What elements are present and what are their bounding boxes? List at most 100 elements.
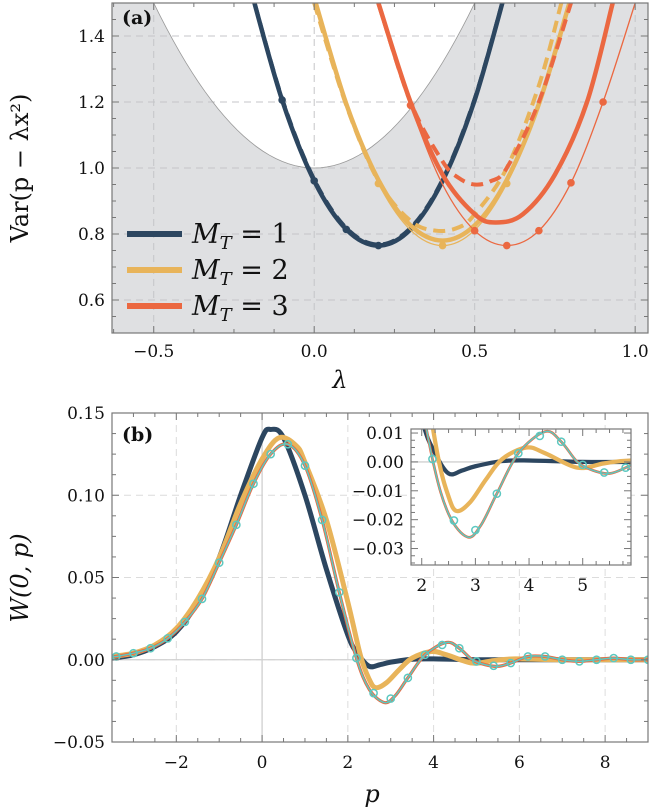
panel-b-x-axis-label: p: [364, 780, 379, 807]
data-point-teal: [506, 658, 516, 668]
legend-label: MT = 1: [191, 219, 289, 254]
legend-label-subscript: T: [220, 269, 234, 290]
legend-label-value: = 2: [232, 255, 289, 286]
panel-b-y-tick-label: 0.10: [67, 486, 105, 506]
data-point-teal: [317, 515, 327, 525]
inset-plot-area: [150, 340, 650, 539]
data-point-teal: [163, 634, 173, 643]
data-point-mt3: [502, 241, 511, 250]
panel-a-x-axis-label: λ: [331, 366, 347, 394]
inset-x-tick-label: 5: [577, 576, 588, 596]
data-point-teal: [492, 489, 502, 499]
panel-a-plot-area: [112, 3, 648, 333]
inset-y-tick-label: −0.02: [352, 511, 404, 531]
data-point-teal: [386, 694, 396, 703]
data-point-teal: [643, 453, 650, 460]
data-point-mt2: [438, 241, 447, 250]
series-mt2: [112, 434, 648, 691]
legend-label-symbol: M: [191, 219, 221, 250]
legend-label: MT = 3: [191, 291, 289, 326]
data-point-mt3: [535, 226, 543, 235]
panel-a-x-tick-label: 1.0: [622, 342, 649, 362]
data-point-teal: [214, 392, 221, 399]
legend: MT = 1MT = 2MT = 3: [127, 219, 289, 326]
panel-b: −2 0 2 4 6 8 −0.05 0.00 0.05 0.10 0.15: [53, 404, 649, 773]
panel-a-y-tick-label: 0.6: [78, 291, 105, 311]
unshaded-region: [153, 3, 475, 168]
data-point-teal: [129, 648, 138, 658]
data-point-teal: [489, 661, 498, 671]
panel-a-x-tick-label: 0.5: [461, 342, 488, 362]
panel-b-x-tick-label: 6: [514, 753, 525, 773]
data-point-teal: [146, 643, 155, 653]
panel-a-x-tick-label: −0.5: [133, 342, 174, 362]
legend-label-subscript: T: [220, 233, 234, 254]
legend-item: MT = 1: [127, 219, 289, 254]
data-point-teal: [334, 587, 344, 597]
data-point-mt1: [342, 225, 351, 234]
data-point-teal: [214, 558, 224, 568]
data-point-teal: [428, 454, 437, 464]
legend-label-subscript: T: [220, 305, 234, 326]
data-point-teal: [266, 449, 276, 459]
data-point-teal: [513, 448, 523, 458]
legend-label-symbol: M: [191, 291, 221, 322]
legend-label-symbol: M: [191, 255, 221, 286]
data-point-mt1: [310, 177, 319, 185]
panel-b-label: (b): [122, 424, 153, 446]
inset-x-tick-label: 4: [524, 576, 535, 596]
inset-y-tick-label: −0.01: [352, 482, 404, 502]
panel-b-x-tick-label: 4: [428, 753, 439, 773]
data-point-teal: [575, 657, 584, 666]
data-point-teal: [197, 594, 207, 604]
data-point-teal: [523, 652, 533, 661]
panel-b-x-tick-label: −2: [164, 753, 189, 773]
panel-b-y-tick-label: 0.15: [67, 404, 105, 424]
data-point-teal: [454, 643, 464, 653]
data-point-teal: [369, 688, 378, 698]
panel-a-y-tick-label: 1.0: [78, 159, 105, 179]
series-teal: [425, 429, 631, 539]
data-point-mt2: [502, 179, 511, 188]
data-point-teal: [621, 463, 630, 473]
panel-b-x-tick-label: 2: [342, 753, 353, 773]
data-point-teal: [407, 340, 414, 347]
panel-b-y-tick-label: 0.05: [67, 569, 105, 589]
data-point-teal: [249, 479, 258, 489]
data-point-teal: [352, 653, 361, 663]
data-point-teal: [556, 437, 566, 447]
panel-a: −0.5 0.0 0.5 1.0 0.6 0.8 1.0 1.2 1.4: [78, 2, 649, 362]
series-mt3-thick: [376, 3, 615, 225]
data-point-mt1: [374, 241, 383, 250]
data-point-teal: [171, 438, 178, 445]
data-point-teal: [599, 468, 609, 477]
panel-b-y-tick-label: 0.00: [67, 651, 105, 671]
data-point-teal: [193, 421, 200, 428]
data-point-teal: [437, 640, 447, 650]
data-point-teal: [150, 447, 157, 454]
series-mt2-dashed: [312, 3, 564, 234]
panel-a-label: (a): [122, 7, 152, 29]
panel-b-inset: 2 3 4 5 0.01 0.00 −0.01 −0.02 −0.03: [150, 340, 650, 596]
data-point-mt2: [374, 179, 383, 188]
panel-a-y-tick-label: 0.8: [78, 225, 105, 245]
panel-b-x-tick-label: 0: [257, 753, 268, 773]
inset-frame: [410, 428, 632, 566]
series-mt3-dashed: [376, 3, 573, 187]
panel-b-plot-area: [112, 413, 648, 742]
legend-item: MT = 3: [127, 291, 289, 326]
panel-a-y-tick-label: 1.4: [78, 27, 105, 47]
panel-b-y-tick-label: −0.05: [53, 733, 105, 753]
panel-b-x-tick-label: 8: [600, 753, 611, 773]
data-point-mt1: [278, 96, 286, 104]
inset-y-tick-label: −0.03: [352, 540, 404, 560]
data-point-teal: [420, 650, 430, 660]
panel-a-x-tick-label: 0.0: [301, 342, 328, 362]
region-boundary-curve: [153, 3, 476, 169]
data-point-teal: [540, 652, 550, 661]
data-point-teal: [557, 655, 567, 665]
data-point-teal: [592, 655, 601, 665]
data-point-teal: [609, 653, 619, 663]
